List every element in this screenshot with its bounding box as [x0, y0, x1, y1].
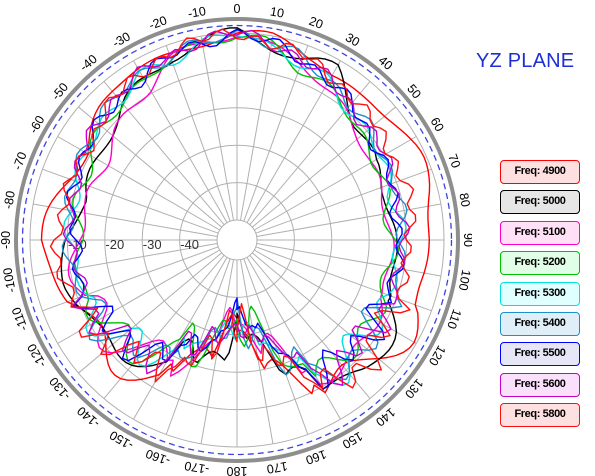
outer-frame — [14, 17, 460, 463]
grid-spoke — [243, 45, 309, 222]
grid-spoke — [255, 168, 432, 234]
grid-spoke — [254, 249, 417, 344]
angle-label: 60 — [428, 115, 447, 134]
angle-label: 140 — [373, 405, 398, 429]
legend-item-4900[interactable]: Freq: 4900 — [500, 160, 580, 184]
legend-item-5300[interactable]: Freq: 5300 — [500, 281, 580, 306]
angle-label: 180 — [227, 464, 248, 476]
grid-spoke — [249, 254, 371, 399]
radial-ring-labels: -10 -20 -30 -40 — [68, 237, 199, 252]
grid-spoke — [57, 249, 220, 344]
grid-spoke — [103, 254, 225, 399]
angle-label: 90 — [461, 233, 472, 247]
grid-spoke — [57, 136, 220, 231]
angle-label: 70 — [445, 152, 463, 170]
angle-label: -120 — [25, 341, 50, 370]
angle-label: 170 — [266, 459, 289, 476]
ring-label: -30 — [143, 237, 162, 252]
angle-label: -100 — [0, 267, 18, 294]
angle-label: 30 — [343, 30, 362, 49]
grid-spoke — [103, 81, 225, 226]
legend-item-5600[interactable]: Freq: 5600 — [500, 372, 580, 397]
angle-label: -80 — [1, 190, 18, 210]
grid-spoke — [239, 36, 274, 221]
series-trace-5600 — [62, 29, 411, 386]
grid-spoke — [78, 106, 223, 228]
angle-label: 20 — [307, 14, 325, 32]
angle-label: 80 — [456, 192, 472, 208]
angle-label: -170 — [183, 458, 210, 476]
grid-spoke — [243, 258, 309, 435]
angle-label: 100 — [456, 269, 472, 292]
grid-spoke — [254, 136, 417, 231]
angle-label: -140 — [74, 404, 102, 431]
grid-spoke — [200, 36, 235, 221]
series-traces — [40, 27, 431, 395]
grid-spoke — [249, 81, 371, 226]
grid-spoke — [42, 168, 219, 234]
legend-item-5400[interactable]: Freq: 5400 — [500, 311, 580, 336]
legend-item-5000[interactable]: Freq: 5000 — [500, 190, 580, 215]
grid-spoke — [256, 203, 441, 238]
angle-label: -90 — [0, 231, 13, 249]
angle-label: 10 — [269, 4, 285, 20]
series-trace-5800 — [49, 28, 417, 389]
legend-item-5500[interactable]: Freq: 5500 — [500, 342, 580, 367]
grid-spoke — [33, 203, 218, 238]
grid-ring-center — [216, 219, 258, 261]
ring-label: -40 — [180, 237, 199, 252]
grid-spoke — [78, 252, 223, 374]
ring-label: -20 — [105, 237, 124, 252]
legend-item-5100[interactable]: Freq: 5100 — [500, 220, 580, 245]
legend-item-5800[interactable]: Freq: 5800 — [500, 403, 580, 428]
angle-label: 0 — [234, 2, 241, 16]
series-trace-5500 — [66, 28, 405, 390]
grid-spoke — [251, 252, 396, 374]
legend-item-5200[interactable]: Freq: 5200 — [500, 251, 580, 276]
reference-circle — [21, 24, 453, 456]
plot-title: YZ PLANE — [476, 50, 575, 72]
angle-label: -70 — [10, 150, 29, 172]
angle-label: -130 — [47, 374, 74, 402]
grid-spoke — [33, 242, 218, 277]
grid-spoke — [165, 45, 231, 222]
grid-spoke — [133, 60, 228, 223]
angle-label: -10 — [187, 4, 207, 21]
angle-label: 110 — [444, 307, 464, 331]
angle-label: 160 — [304, 447, 328, 467]
grid-spoke — [256, 242, 441, 277]
legend: Freq: 4900 Freq: 5000 Freq: 5100 Freq: 5200… — [500, 160, 580, 434]
angle-label: -20 — [147, 13, 169, 32]
grid-spoke — [239, 259, 274, 444]
grid-spoke — [255, 246, 432, 312]
angle-label: 130 — [402, 376, 426, 401]
polar-plot: -10 -20 -30 -40 0 10203040506070809010011012… — [0, 2, 472, 476]
angle-label: -150 — [107, 428, 136, 453]
